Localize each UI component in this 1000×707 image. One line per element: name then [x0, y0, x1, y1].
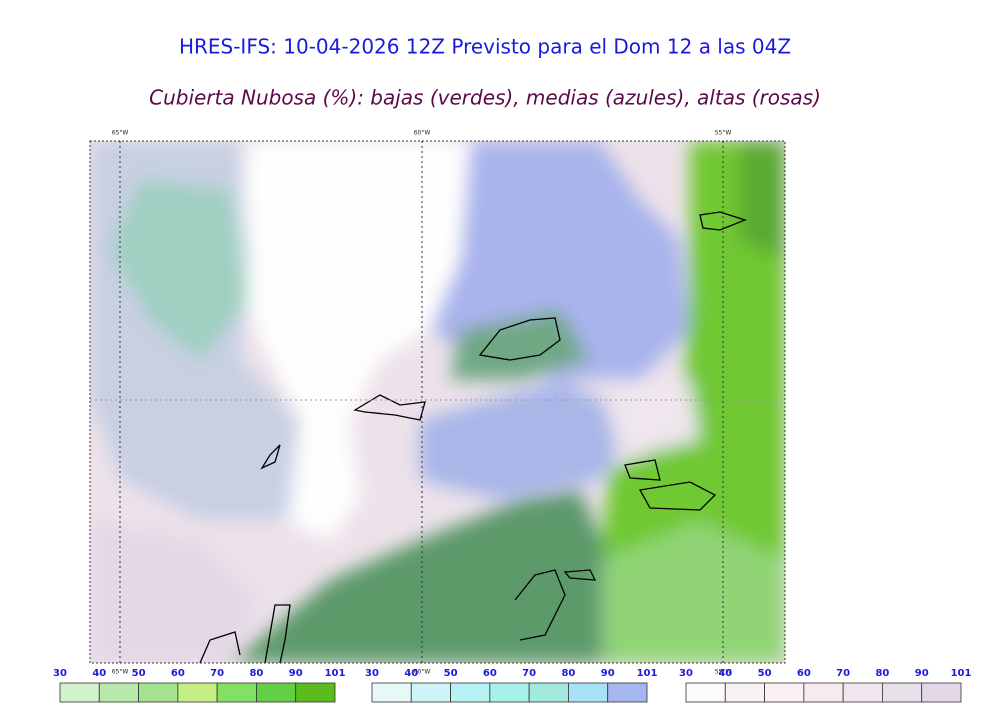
- colorbar-bin: [216, 682, 257, 703]
- colorbar-bin: [489, 682, 530, 703]
- cloud-field: [90, 141, 785, 663]
- colorbar-tick-label: 101: [325, 668, 346, 679]
- colorbar-bin: [568, 682, 609, 703]
- colorbar-tick-label: 70: [210, 668, 224, 679]
- colorbar-bin: [295, 682, 336, 703]
- colorbar-bin: [256, 682, 297, 703]
- colorbar-bin: [921, 682, 962, 703]
- lon-label: 55°W: [715, 669, 732, 676]
- colorbar-tick-label: 90: [601, 668, 615, 679]
- colorbar-tick-label: 101: [951, 668, 972, 679]
- subtitle: Cubierta Nubosa (%): bajas (verdes), med…: [149, 86, 821, 110]
- lon-label: 60°W: [414, 130, 431, 137]
- colorbar-bin: [882, 682, 923, 703]
- colorbar-tick-label: 90: [289, 668, 303, 679]
- colorbar-tick-label: 30: [53, 668, 67, 679]
- colorbar-bin: [98, 682, 139, 703]
- colorbar-tick-label: 80: [249, 668, 263, 679]
- map-frame: [89, 140, 786, 664]
- colorbar-bin: [528, 682, 569, 703]
- colorbar-tick-label: 50: [758, 668, 772, 679]
- colorbar-tick-label: 40: [718, 668, 732, 679]
- colorbar-tick-label: 80: [561, 668, 575, 679]
- colorbar-bin: [803, 682, 844, 703]
- colorbar-tick-label: 50: [132, 668, 146, 679]
- colorbar-bin: [764, 682, 805, 703]
- colorbar-tick-label: 70: [836, 668, 850, 679]
- colorbar-bin: [59, 682, 100, 703]
- colorbar-tick-label: 90: [915, 668, 929, 679]
- title: HRES-IFS: 10-04-2026 12Z Previsto para e…: [179, 35, 791, 59]
- colorbar-bin: [842, 682, 883, 703]
- colorbar-tick-label: 70: [522, 668, 536, 679]
- colorbar-tick-label: 60: [483, 668, 497, 679]
- colorbar-tick-label: 30: [365, 668, 379, 679]
- lon-label: 65°W: [112, 130, 129, 137]
- colorbar-tick-label: 50: [444, 668, 458, 679]
- colorbar-bin: [177, 682, 218, 703]
- colorbar-tick-label: 60: [797, 668, 811, 679]
- colorbar-bin: [724, 682, 765, 703]
- colorbar-bin: [371, 682, 412, 703]
- colorbar-tick-label: 60: [171, 668, 185, 679]
- lon-label: 55°W: [715, 130, 732, 137]
- colorbar-bin: [450, 682, 491, 703]
- colorbar-bin: [138, 682, 179, 703]
- lon-label: 60°W: [414, 669, 431, 676]
- colorbar-tick-label: 40: [404, 668, 418, 679]
- colorbar-bin: [685, 682, 726, 703]
- colorbar-tick-label: 101: [637, 668, 658, 679]
- lon-label: 65°W: [112, 669, 129, 676]
- colorbar-tick-label: 40: [92, 668, 106, 679]
- colorbar-tick-label: 80: [875, 668, 889, 679]
- colorbar-tick-label: 30: [679, 668, 693, 679]
- colorbar-bin: [607, 682, 648, 703]
- colorbar-bin: [410, 682, 451, 703]
